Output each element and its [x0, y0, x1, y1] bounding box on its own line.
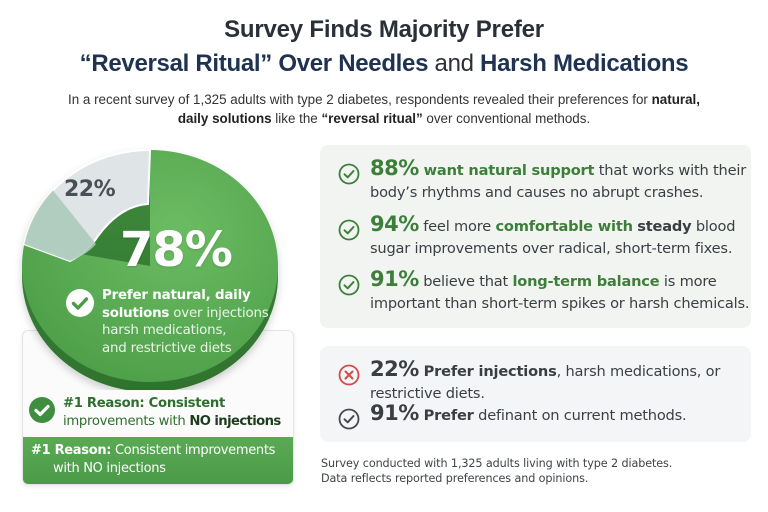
intro-bold-1: natural,: [651, 92, 700, 107]
stat-text: 88% want natural support that works with…: [370, 157, 760, 204]
pie-callout: Prefer natural, daily solutions over inj…: [102, 287, 302, 357]
reason-check-icon: [29, 397, 55, 423]
stat-text: 22% Prefer injections, harsh medications…: [370, 358, 760, 405]
reason-banner-rest: Consistent improvements: [111, 443, 276, 458]
stat-segment: Prefer injections: [418, 363, 557, 380]
page-title-line-2: “Reversal Ritual” Over Needles and Harsh…: [0, 50, 768, 78]
positive-stats-panel: 88% want natural support that works with…: [320, 145, 751, 328]
stat-segment: want natural support: [418, 162, 595, 179]
reason-banner-label: #1 Reason:: [31, 443, 112, 458]
intro-text-1: In a recent survey of 1,325 adults with …: [68, 92, 652, 107]
reason-banner-text: #1 Reason: Consistent improvements with …: [31, 442, 293, 478]
pie-callout-bold: Prefer natural, daily: [102, 288, 251, 303]
pie-label-22: 22%: [64, 177, 116, 202]
check-circle-icon: [338, 219, 360, 241]
stat-percent: 22%: [370, 357, 419, 381]
stat-segment: is more important than short-term spikes…: [370, 273, 750, 312]
check-circle-icon: [338, 274, 360, 296]
intro-text-2: like the: [271, 111, 322, 126]
pie-slice-22-shade: [24, 190, 97, 261]
check-circle-icon: [338, 408, 360, 430]
reason-banner: #1 Reason: Consistent improvements with …: [23, 437, 293, 484]
stat-segment: feel more: [418, 218, 496, 235]
stat-percent: 91%: [370, 401, 419, 425]
stat-percent: 88%: [370, 156, 419, 180]
stat-percent: 91%: [370, 267, 419, 291]
intro-bold-3: “reversal ritual”: [321, 111, 423, 126]
title-connector: and: [428, 50, 481, 77]
stat-segment: steady: [637, 218, 692, 235]
stat-segment: blood sugar improvements over radical, s…: [370, 218, 736, 257]
intro-bold-2: daily solutions: [177, 111, 272, 126]
stat-segment: that works with their body’s rhythms and…: [370, 162, 747, 201]
page-title-line-1: Survey Finds Majority Prefer: [224, 16, 544, 43]
stat-segment: comfortable with: [495, 218, 633, 235]
footnote-line-2: Data reflects reported preferences and o…: [321, 472, 589, 485]
reason-text: #1 Reason: Consistent improvements with …: [63, 395, 293, 431]
other-stats-panel: 22% Prefer injections, harsh medications…: [320, 346, 751, 442]
title-highlight-2: Harsh Medications: [480, 50, 689, 77]
stat-percent: 94%: [370, 212, 419, 236]
stat-segment: long-term balance: [512, 273, 660, 290]
x-circle-icon: [338, 364, 360, 386]
reason-line2-bold: NO injections: [189, 414, 281, 429]
reason-line2: improvements with: [63, 414, 190, 429]
intro-text-3: over conventional methods.: [422, 111, 591, 126]
reason-label: #1 Reason: Consistent: [63, 396, 225, 411]
stat-segment: Prefer: [418, 407, 474, 424]
footnote: Survey conducted with 1,325 adults livin…: [321, 456, 751, 486]
stat-text: 94% feel more comfortable with steady bl…: [370, 213, 760, 260]
stat-segment: definant on current methods.: [473, 407, 687, 424]
pie-callout-rest: over injections, harsh medications, and re…: [102, 305, 273, 356]
title-highlight-1: “Reversal Ritual” Over Needles: [79, 50, 429, 77]
stat-text: 91% Prefer definant on current methods.: [370, 402, 760, 427]
stat-segment: believe that: [418, 273, 513, 290]
pie-slice-78: [22, 150, 278, 382]
pie-label-78: 78%: [120, 222, 233, 278]
pie-chart: [22, 148, 278, 390]
reason-banner-line2: with NO injections: [53, 461, 166, 476]
pie-callout-bold-2: solutions: [102, 305, 170, 321]
intro-paragraph: In a recent survey of 1,325 adults with …: [0, 90, 768, 128]
pie-check-icon: [66, 289, 94, 317]
stat-text: 91% believe that long-term balance is mo…: [370, 268, 760, 315]
check-circle-icon: [338, 163, 360, 185]
stat-segment: , harsh medications, or restrictive diet…: [370, 363, 721, 402]
footnote-line-1: Survey conducted with 1,325 adults livin…: [321, 457, 673, 470]
